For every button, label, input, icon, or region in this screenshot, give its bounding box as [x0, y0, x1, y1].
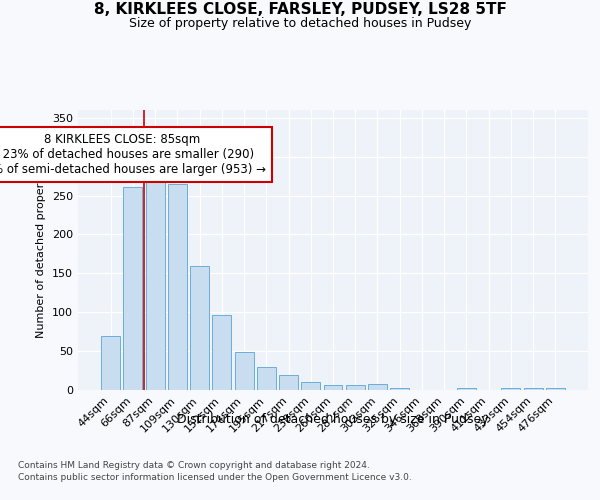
Bar	[124, 187, 142, 390]
Bar	[146, 162, 164, 390]
Bar	[390, 388, 409, 390]
Text: Contains HM Land Registry data © Crown copyright and database right 2024.: Contains HM Land Registry data © Crown c…	[18, 460, 370, 469]
Y-axis label: Number of detached properties: Number of detached properties	[37, 162, 46, 338]
Bar	[279, 375, 298, 390]
Bar	[546, 388, 565, 390]
Text: 8 KIRKLEES CLOSE: 85sqm
← 23% of detached houses are smaller (290)
76% of semi-d: 8 KIRKLEES CLOSE: 85sqm ← 23% of detache…	[0, 134, 266, 176]
Text: 8, KIRKLEES CLOSE, FARSLEY, PUDSEY, LS28 5TF: 8, KIRKLEES CLOSE, FARSLEY, PUDSEY, LS28…	[94, 2, 506, 18]
Bar	[212, 314, 231, 390]
Bar	[168, 184, 187, 390]
Bar	[457, 388, 476, 390]
Bar	[323, 386, 343, 390]
Bar	[524, 388, 542, 390]
Bar	[101, 336, 120, 390]
Text: Distribution of detached houses by size in Pudsey: Distribution of detached houses by size …	[177, 412, 489, 426]
Bar	[235, 352, 254, 390]
Bar	[368, 384, 387, 390]
Bar	[301, 382, 320, 390]
Bar	[346, 384, 365, 390]
Bar	[257, 368, 276, 390]
Text: Size of property relative to detached houses in Pudsey: Size of property relative to detached ho…	[129, 18, 471, 30]
Bar	[502, 388, 520, 390]
Text: Contains public sector information licensed under the Open Government Licence v3: Contains public sector information licen…	[18, 473, 412, 482]
Bar	[190, 266, 209, 390]
